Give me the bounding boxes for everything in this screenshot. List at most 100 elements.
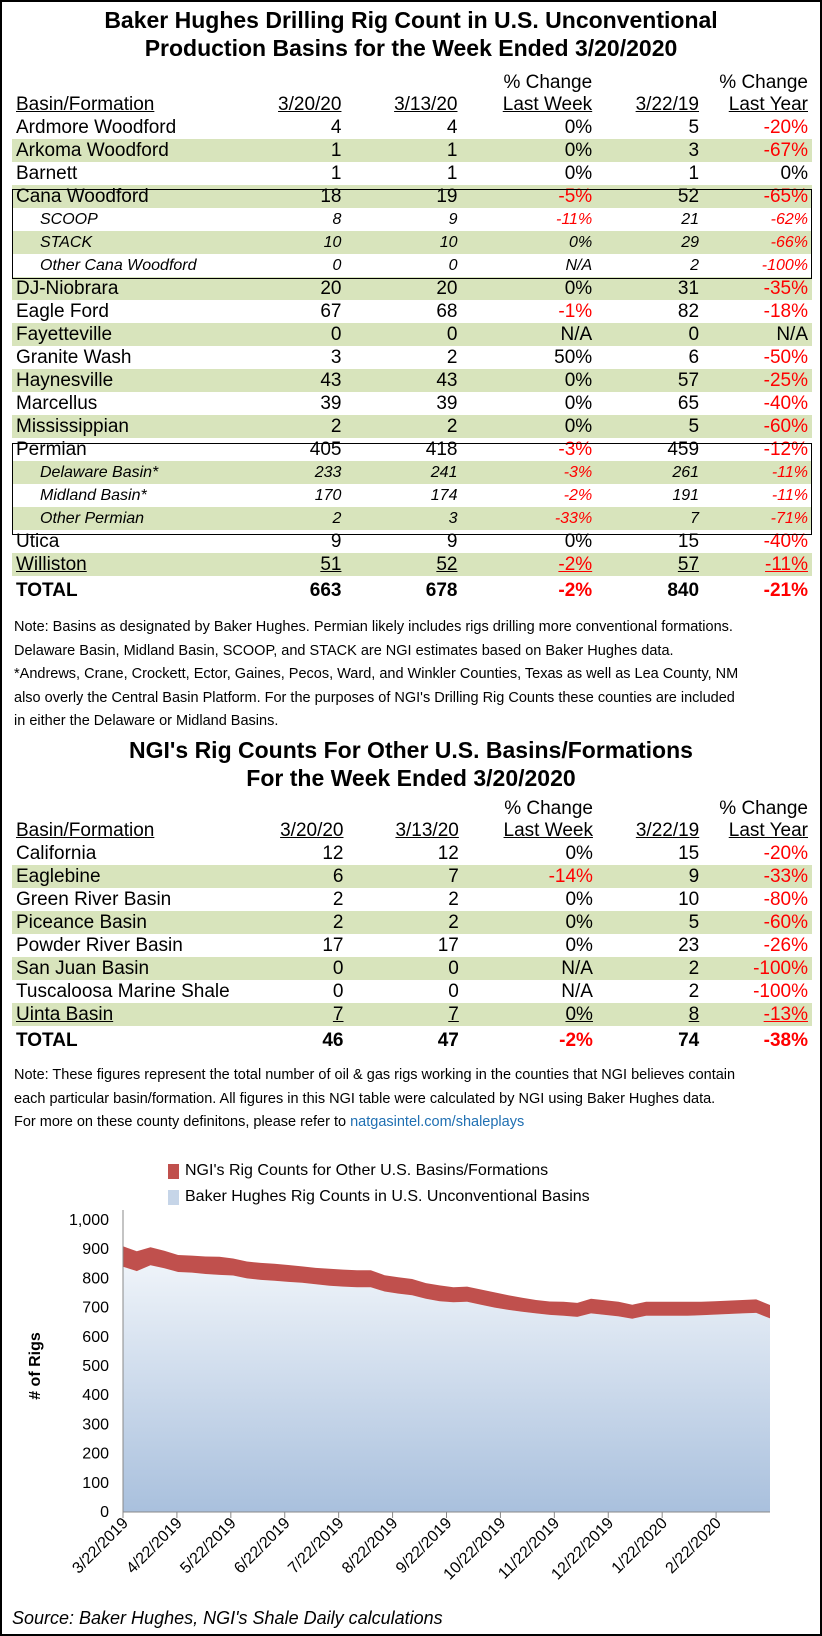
rigs-current-value: 0	[332, 980, 344, 1002]
total-current: 663	[309, 580, 342, 601]
rigs-prior-week-value: 9	[448, 210, 458, 228]
chart-source: Source: Baker Hughes, NGI's Shale Daily …	[12, 1608, 443, 1628]
rigs-current: 4	[239, 116, 346, 139]
pct-change-week-value: 0%	[564, 139, 593, 161]
pct-change-year-value: -13%	[763, 1003, 808, 1025]
rigs-prior-week-value: 241	[430, 463, 458, 481]
rigs-prior-year-value: 31	[677, 277, 700, 299]
pct-change-week: -11%	[461, 208, 596, 231]
pct-change-year: -26%	[703, 934, 812, 957]
rigs-current-value: 3	[330, 346, 342, 368]
pct-change-week-value: -1%	[558, 300, 593, 322]
header-date-prior-year: 3/22/19	[596, 94, 703, 116]
legend-swatch-unconv	[168, 1189, 179, 1205]
rigs-prior-week: 20	[345, 277, 462, 300]
basin-name-value: Uinta Basin	[16, 1003, 114, 1025]
rigs-prior-week-value: 12	[437, 842, 459, 864]
pct-change-week: -14%	[462, 865, 597, 888]
shaleplays-link[interactable]: natgasintel.com/shaleplays	[350, 1114, 525, 1130]
table2-title-line2: For the Week Ended 3/20/2020	[246, 765, 576, 791]
rigs-prior-week-value: 1	[446, 162, 458, 184]
rigs-prior-year: 3	[596, 139, 704, 162]
rigs-current-value: 7	[332, 1003, 344, 1025]
table-row: Other Permian 2 3 -33% 7 -71%	[12, 507, 812, 530]
pct-change-year-value: N/A	[776, 323, 808, 345]
table-row: DJ-Niobrara 20 20 0% 31 -35%	[12, 277, 812, 300]
table-row: Utica 9 9 0% 15 -40%	[12, 530, 812, 553]
rigs-prior-week: 12	[348, 842, 463, 865]
rigs-current: 1	[239, 162, 346, 185]
pct-change-week-value: 0%	[565, 1003, 593, 1025]
rigs-prior-year: 1	[596, 162, 703, 185]
rigs-prior-week: 2	[348, 888, 463, 911]
rigs-current-value: 2	[332, 888, 344, 910]
rigs-current-value: 170	[314, 486, 342, 504]
rigs-current: 0	[239, 254, 346, 277]
rigs-prior-year: 459	[596, 438, 703, 461]
pct-change-year-value: -12%	[763, 438, 808, 460]
rigs-prior-year: 8	[596, 1003, 704, 1026]
rigs-prior-year: 5	[596, 415, 704, 438]
rigs-current: 9	[239, 530, 346, 553]
pct-change-week: 0%	[461, 392, 596, 415]
rigs-prior-week: 174	[345, 484, 461, 507]
header-blank	[12, 798, 241, 820]
header-last-week-label: Last Week	[502, 94, 593, 115]
rigs-current: 7	[241, 1003, 348, 1026]
rigs-prior-year: 261	[596, 461, 704, 484]
legend-label-unconv: Baker Hughes Rig Counts in U.S. Unconven…	[185, 1188, 590, 1205]
total-row: TOTAL 46 47 -2% 74 -38%	[12, 1026, 812, 1056]
pct-change-week: 0%	[461, 162, 596, 185]
pct-change-year: -100%	[703, 957, 812, 980]
rigs-prior-year: 6	[596, 346, 703, 369]
basin-name-value: Granite Wash	[16, 346, 132, 368]
total-prior-week: 678	[425, 580, 458, 601]
rigs-prior-year: 9	[596, 865, 704, 888]
rigs-current-value: 0	[332, 957, 344, 979]
pct-change-year-value: -11%	[771, 463, 808, 481]
pct-change-week-value: -3%	[563, 463, 593, 481]
rigs-prior-week-value: 39	[436, 392, 458, 414]
rigs-prior-week-value: 0	[446, 323, 458, 345]
pct-change-week-value: -2%	[558, 553, 593, 575]
basin-name-value: Delaware Basin*	[40, 463, 159, 481]
rigs-prior-year: 5	[596, 116, 703, 139]
rigs-prior-week: 52	[345, 553, 462, 576]
rigs-current-value: 0	[330, 323, 342, 345]
pct-change-week: 0%	[461, 530, 596, 553]
basin-name-value: Marcellus	[16, 392, 98, 414]
pct-change-week: 0%	[462, 1003, 597, 1026]
pct-change-year: -62%	[703, 208, 812, 231]
pct-change-week-value: -5%	[558, 185, 593, 207]
pct-change-week: -2%	[461, 553, 597, 576]
rigs-current: 10	[238, 231, 346, 254]
header-date-current-label: 3/20/20	[278, 94, 342, 115]
pct-change-week-value: 0%	[569, 233, 593, 251]
pct-change-year: -12%	[703, 438, 812, 461]
note2-line3-text: For more on these county definitons, ple…	[14, 1114, 351, 1130]
basin-name: Eagle Ford	[12, 300, 239, 323]
pct-change-week: 0%	[462, 911, 597, 934]
header-date-prior-week: 3/13/20	[348, 820, 463, 842]
note2-line1: Note: These figures represent the total …	[14, 1067, 736, 1083]
pct-change-week: 0%	[461, 369, 597, 392]
rigs-current: 2	[241, 888, 347, 911]
pct-change-week: -3%	[461, 438, 596, 461]
rigs-prior-year: 31	[596, 277, 704, 300]
header-pct-change-week-top: % Change	[504, 798, 593, 819]
rigs-current-value: 9	[330, 530, 342, 552]
basin-name-value: Midland Basin*	[40, 486, 147, 504]
pct-change-year-value: -100%	[753, 957, 808, 979]
basin-name-value: San Juan Basin	[16, 957, 150, 979]
total-label: TOTAL	[16, 580, 78, 601]
pct-change-year: -60%	[703, 415, 812, 438]
rigs-prior-week: 2	[345, 346, 461, 369]
pct-change-week-value: -2%	[563, 486, 593, 504]
pct-change-year: -35%	[703, 277, 812, 300]
pct-change-year-value: -67%	[763, 139, 808, 161]
basin-name: Fayetteville	[12, 323, 239, 346]
pct-change-year: -40%	[703, 530, 812, 553]
rigs-prior-week-value: 2	[448, 911, 459, 933]
rigs-current: 67	[239, 300, 346, 323]
rigs-prior-week: 7	[347, 1003, 463, 1026]
